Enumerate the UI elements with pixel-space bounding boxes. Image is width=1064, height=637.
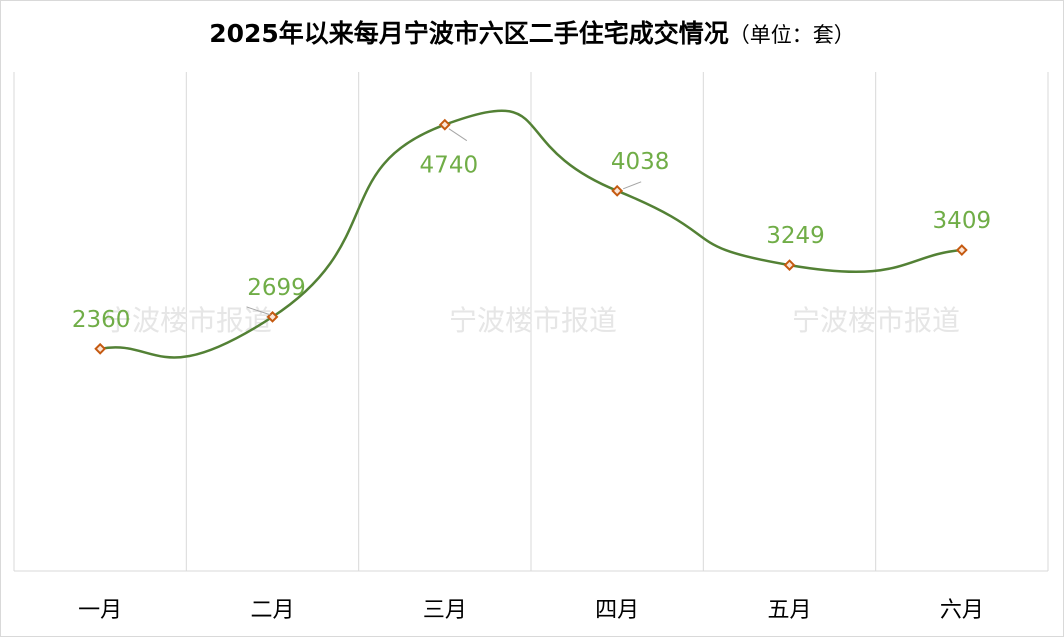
- data-label-5: 3249: [766, 223, 825, 249]
- data-label-6: 3409: [933, 208, 992, 234]
- data-label-3: 4740: [420, 153, 479, 179]
- x-tick-label-6: 六月: [940, 598, 984, 623]
- leader-line-3: [448, 128, 468, 142]
- leader-line-2: [246, 306, 271, 316]
- data-label-1: 2360: [72, 307, 131, 333]
- data-labels: 2360 2699 4740 4038 3249 3409: [72, 128, 992, 333]
- data-point-1: [94, 342, 107, 355]
- x-tick-label-5: 五月: [767, 598, 811, 623]
- chart-title: 2025年以来每月宁波市六区二手住宅成交情况（单位：套）: [0, 14, 1064, 50]
- gridlines: [13, 72, 1049, 571]
- watermarks: 宁波楼市报道 宁波楼市报道 宁波楼市报道: [104, 304, 960, 337]
- x-tick-label-4: 四月: [595, 598, 639, 623]
- data-label-4: 4038: [611, 149, 670, 175]
- x-tick-label-2: 二月: [250, 598, 294, 623]
- leader-line-4: [622, 181, 642, 190]
- data-point-6: [955, 244, 968, 256]
- data-point-5: [783, 259, 796, 272]
- data-point-3: [438, 118, 451, 131]
- watermark-1: 宁波楼市报道: [104, 304, 272, 337]
- x-tick-label-3: 三月: [423, 598, 467, 623]
- chart-title-main: 2025年以来每月宁波市六区二手住宅成交情况: [209, 19, 729, 48]
- data-point-4: [611, 184, 624, 197]
- watermark-3: 宁波楼市报道: [792, 304, 960, 337]
- x-tick-label-1: 一月: [78, 598, 122, 623]
- data-label-2: 2699: [247, 275, 306, 301]
- chart-title-unit: （单位：套）: [728, 23, 855, 47]
- x-tick-labels: 一月 二月 三月 四月 五月 六月: [78, 598, 984, 623]
- watermark-2: 宁波楼市报道: [449, 304, 617, 337]
